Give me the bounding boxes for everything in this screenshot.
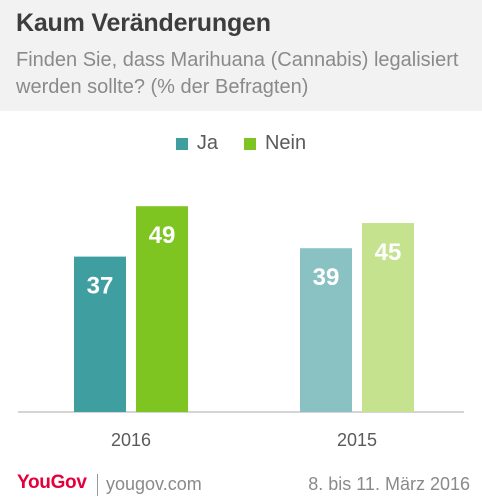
bar-nein-2015: [362, 223, 414, 412]
legend-label-nein: Nein: [264, 132, 307, 154]
data-label-ja-2016: 37: [87, 273, 114, 300]
bar-ja-2015: [300, 248, 352, 412]
footer-site: yougov.com: [106, 474, 202, 494]
data-label-ja-2015: 39: [313, 264, 340, 291]
legend-label-ja: Ja: [196, 132, 218, 154]
bar-chart: 37 49 2016 39 45 2015: [18, 206, 464, 450]
legend-item-nein: Nein: [243, 132, 307, 155]
data-label-nein-2015: 45: [375, 239, 402, 266]
chart-footer: YouGov yougov.com 8. bis 11. März 2016: [0, 470, 482, 501]
data-label-nein-2016: 49: [149, 222, 176, 249]
bar-nein-2016: [136, 206, 188, 412]
yougov-logo: YouGov: [17, 472, 87, 493]
footer-dates: 8. bis 11. März 2016: [308, 474, 470, 494]
legend-item-ja: Ja: [175, 132, 218, 155]
x-tick-label-2016: 2016: [111, 430, 151, 450]
chart-header: Kaum Veränderungen Finden Sie, dass Mari…: [0, 0, 482, 111]
chart-title: Kaum Veränderungen: [16, 9, 271, 37]
legend-swatch-nein: [243, 137, 256, 150]
legend-swatch-ja: [175, 137, 188, 150]
bar-ja-2016: [74, 256, 126, 412]
chart-subtitle: Finden Sie, dass Marihuana (Cannabis) le…: [16, 49, 459, 98]
footer-divider: [97, 474, 98, 496]
chart-legend: Ja Nein: [0, 132, 482, 155]
x-tick-label-2015: 2015: [337, 430, 377, 450]
